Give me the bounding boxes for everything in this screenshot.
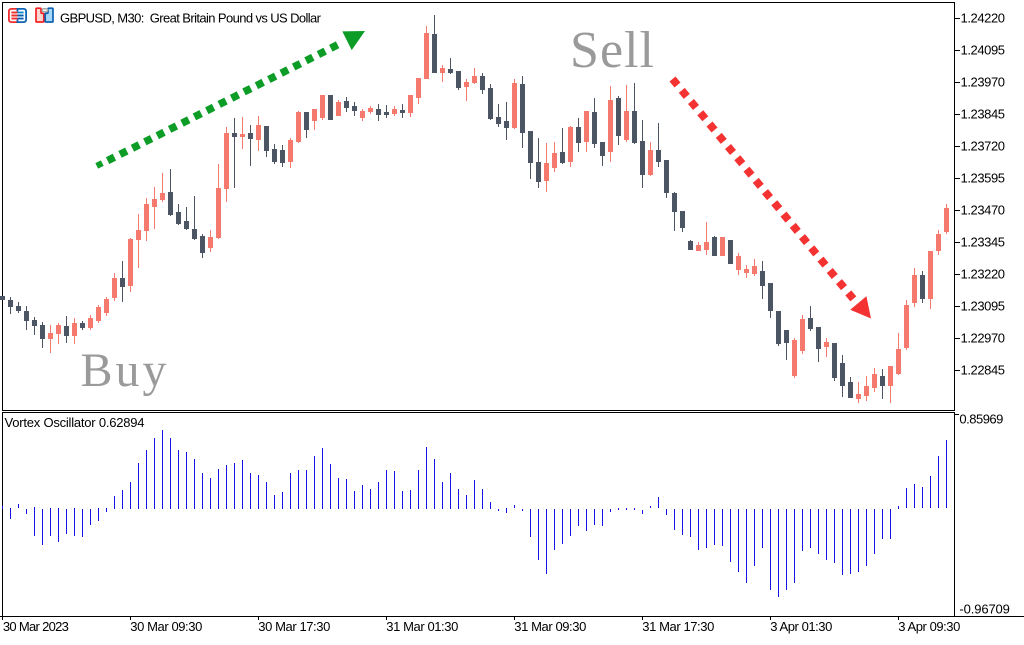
svg-text:1.23595: 1.23595	[961, 171, 1006, 186]
svg-text:1.22845: 1.22845	[961, 363, 1006, 378]
svg-text:-0.96709: -0.96709	[959, 602, 1010, 617]
svg-text:3 Apr 01:30: 3 Apr 01:30	[770, 619, 832, 634]
svg-text:GBPUSD, M30: Great Britain Po: GBPUSD, M30: Great Britain Pound vs US D…	[60, 11, 322, 26]
svg-text:1.23470: 1.23470	[961, 203, 1006, 218]
svg-text:Sell: Sell	[570, 22, 654, 79]
svg-text:31 Mar 01:30: 31 Mar 01:30	[386, 619, 458, 634]
svg-text:1.24220: 1.24220	[961, 11, 1006, 26]
svg-text:30 Mar 17:30: 30 Mar 17:30	[258, 619, 330, 634]
svg-text:1.24095: 1.24095	[961, 43, 1006, 58]
svg-text:1.23220: 1.23220	[961, 267, 1006, 282]
svg-text:30 Mar 2023: 30 Mar 2023	[3, 619, 69, 634]
svg-text:31 Mar 09:30: 31 Mar 09:30	[514, 619, 586, 634]
svg-text:30 Mar 09:30: 30 Mar 09:30	[130, 619, 202, 634]
svg-text:Vortex Oscillator 0.62894: Vortex Oscillator 0.62894	[5, 415, 145, 430]
svg-text:1.22970: 1.22970	[961, 331, 1006, 346]
svg-text:1.23720: 1.23720	[961, 139, 1006, 154]
svg-text:1.23845: 1.23845	[961, 107, 1006, 122]
svg-text:1.23345: 1.23345	[961, 235, 1006, 250]
svg-text:1.23970: 1.23970	[961, 75, 1006, 90]
svg-text:0.85969: 0.85969	[959, 412, 1003, 427]
svg-text:1.23095: 1.23095	[961, 299, 1006, 314]
svg-text:3 Apr 09:30: 3 Apr 09:30	[898, 619, 960, 634]
svg-text:31 Mar 17:30: 31 Mar 17:30	[642, 619, 714, 634]
svg-text:Buy: Buy	[81, 344, 167, 397]
